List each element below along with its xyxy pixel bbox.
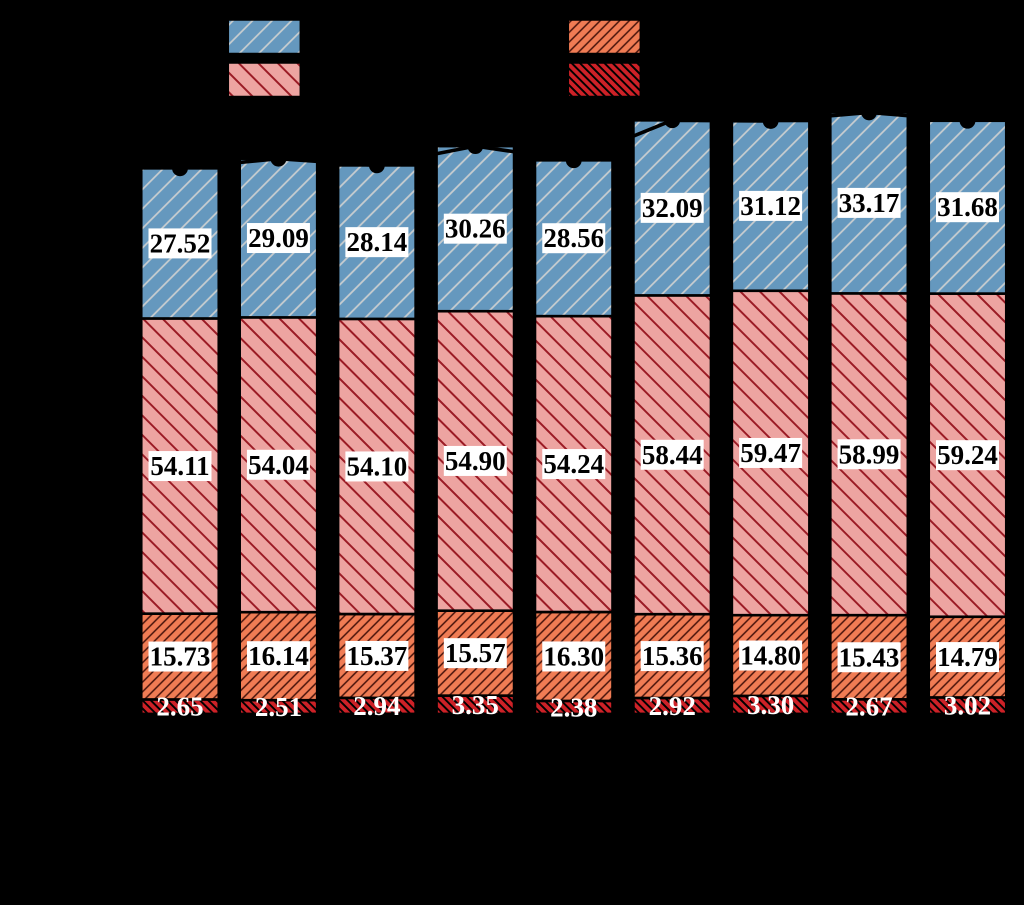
svg-text:2.65: 2.65 <box>156 692 203 722</box>
svg-text:54.90: 54.90 <box>445 446 506 476</box>
svg-text:15.57: 15.57 <box>445 638 506 668</box>
svg-text:2.94: 2.94 <box>353 691 400 721</box>
svg-text:54.10: 54.10 <box>347 451 408 481</box>
svg-text:28.56: 28.56 <box>543 223 604 253</box>
svg-text:58.99: 58.99 <box>839 439 900 469</box>
svg-text:2.38: 2.38 <box>550 692 597 722</box>
svg-text:54.24: 54.24 <box>543 449 604 479</box>
svg-text:2.67: 2.67 <box>845 692 892 722</box>
svg-text:27.52: 27.52 <box>150 228 211 258</box>
svg-text:15.73: 15.73 <box>150 642 211 672</box>
svg-text:2.92: 2.92 <box>649 691 696 721</box>
svg-text:59.47: 59.47 <box>740 438 801 468</box>
svg-text:30.26: 30.26 <box>445 214 506 244</box>
svg-text:14.80: 14.80 <box>740 641 801 671</box>
svg-text:15.37: 15.37 <box>347 641 408 671</box>
svg-text:28.14: 28.14 <box>347 227 408 257</box>
svg-text:3.02: 3.02 <box>944 691 991 721</box>
svg-text:3.35: 3.35 <box>452 690 499 720</box>
svg-text:15.43: 15.43 <box>839 642 900 672</box>
svg-text:33.17: 33.17 <box>839 188 900 218</box>
svg-text:29.09: 29.09 <box>248 223 309 253</box>
svg-text:14.79: 14.79 <box>937 642 998 672</box>
svg-text:31.12: 31.12 <box>740 191 801 221</box>
svg-text:54.04: 54.04 <box>248 450 309 480</box>
svg-text:16.14: 16.14 <box>248 641 309 671</box>
svg-text:16.30: 16.30 <box>543 641 604 671</box>
svg-text:3.30: 3.30 <box>747 690 794 720</box>
svg-text:58.44: 58.44 <box>642 440 703 470</box>
svg-text:59.24: 59.24 <box>937 440 998 470</box>
svg-text:32.09: 32.09 <box>642 193 703 223</box>
svg-text:54.11: 54.11 <box>150 451 209 481</box>
svg-text:2.51: 2.51 <box>255 692 302 722</box>
svg-text:31.68: 31.68 <box>937 192 998 222</box>
svg-text:15.36: 15.36 <box>642 641 703 671</box>
